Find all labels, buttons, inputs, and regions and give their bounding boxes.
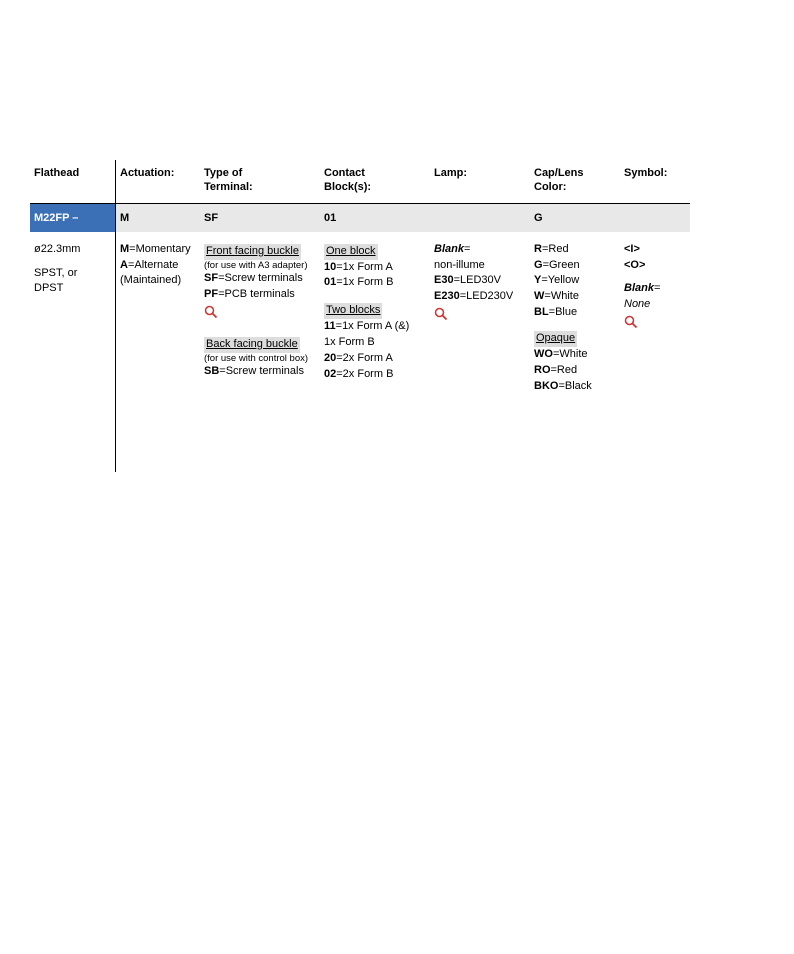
body-lamp: Blank= non-illume E30=LED30V E230=LED230…	[430, 232, 530, 472]
back-buckle-hdr: Back facing buckle	[204, 337, 300, 353]
ex-partno: M22FP –	[30, 204, 115, 232]
maintained-text: (Maintained)	[120, 273, 196, 289]
hdr-terminal: Type of Terminal:	[200, 160, 320, 204]
hdr-symbol: Symbol:	[620, 160, 690, 204]
two-block-hdr: Two blocks	[324, 303, 382, 319]
dpst-text: DPST	[34, 281, 111, 297]
ex-lamp	[430, 204, 530, 232]
ex-symbol	[620, 204, 690, 232]
body-contact: One block 10=1x Form A 01=1x Form B Two …	[320, 232, 430, 472]
hdr-contact: Contact Block(s):	[320, 160, 430, 204]
magnifier-icon[interactable]	[204, 305, 218, 319]
magnifier-icon[interactable]	[434, 307, 448, 321]
hdr-flathead: Flathead	[30, 160, 115, 204]
ex-color: G	[530, 204, 620, 232]
ex-terminal: SF	[200, 204, 320, 232]
opaque-hdr: Opaque	[534, 331, 577, 347]
hdr-actuation: Actuation:	[115, 160, 200, 204]
front-note: (for use with A3 adapter)	[204, 260, 316, 271]
back-note: (for use with control box)	[204, 353, 316, 364]
ex-contact: 01	[320, 204, 430, 232]
hdr-color: Cap/Lens Color:	[530, 160, 620, 204]
ex-actuation: M	[115, 204, 200, 232]
spst-text: SPST, or	[34, 266, 111, 282]
body-actuation: M=Momentary A=Alternate (Maintained)	[115, 232, 200, 472]
body-terminal: Front facing buckle (for use with A3 ada…	[200, 232, 320, 472]
one-block-hdr: One block	[324, 244, 378, 260]
body-symbol: <I> <O> Blank= None	[620, 232, 690, 472]
size-text: ø22.3mm	[34, 242, 111, 258]
magnifier-icon[interactable]	[624, 315, 638, 329]
ordering-table: Flathead Actuation: Type of Terminal: Co…	[30, 160, 794, 472]
front-buckle-hdr: Front facing buckle	[204, 244, 301, 260]
body-flathead: ø22.3mm SPST, or DPST	[30, 232, 115, 472]
hdr-lamp: Lamp:	[430, 160, 530, 204]
body-color: R=Red G=Green Y=Yellow W=White BL=Blue O…	[530, 232, 620, 472]
